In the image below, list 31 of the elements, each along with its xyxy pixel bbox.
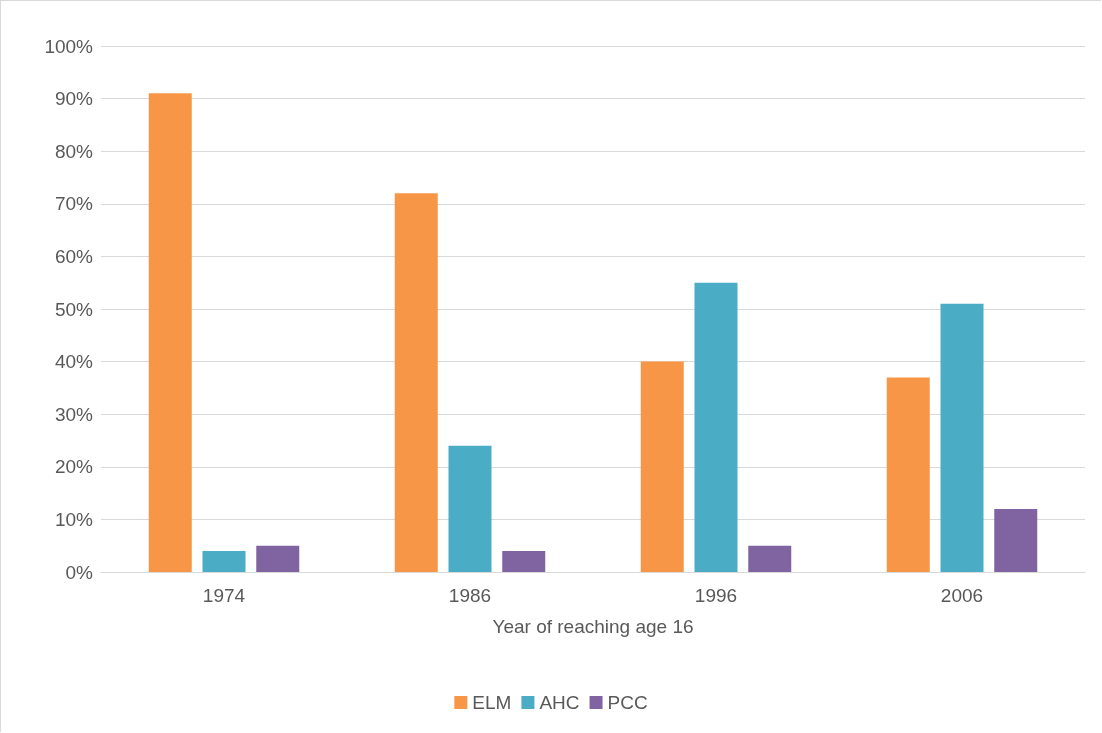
bar [748,545,792,572]
y-tick-label: 30% [54,403,94,425]
bar [148,93,192,572]
bar [502,550,546,572]
bar [640,361,684,572]
y-tick-label: 40% [54,351,94,373]
y-tick-label: 60% [54,245,94,267]
y-tick-label: 50% [54,298,94,320]
legend-label: ELM [472,692,512,713]
bar [886,377,930,572]
x-tick-label: 2006 [940,585,984,606]
legend-label: PCC [607,692,648,713]
bar [994,508,1038,572]
legend-label: AHC [539,692,580,713]
y-tick-label: 90% [54,88,94,110]
y-tick-label: 20% [54,456,94,478]
bar [256,545,300,572]
x-tick-label: 1974 [202,585,246,606]
x-tick-label: 1996 [694,585,738,606]
y-tick-label: 100% [44,35,94,57]
y-tick-label: 70% [54,193,94,215]
x-axis-title: Year of reaching age 16 [492,616,694,637]
bar [694,282,738,572]
bar [448,445,492,572]
bar [202,550,246,572]
bar [940,303,984,572]
y-tick-label: 80% [54,140,94,162]
bar [394,193,438,572]
y-tick-label: 0% [65,561,94,583]
x-tick-label: 1986 [448,585,492,606]
y-tick-label: 10% [54,508,94,530]
